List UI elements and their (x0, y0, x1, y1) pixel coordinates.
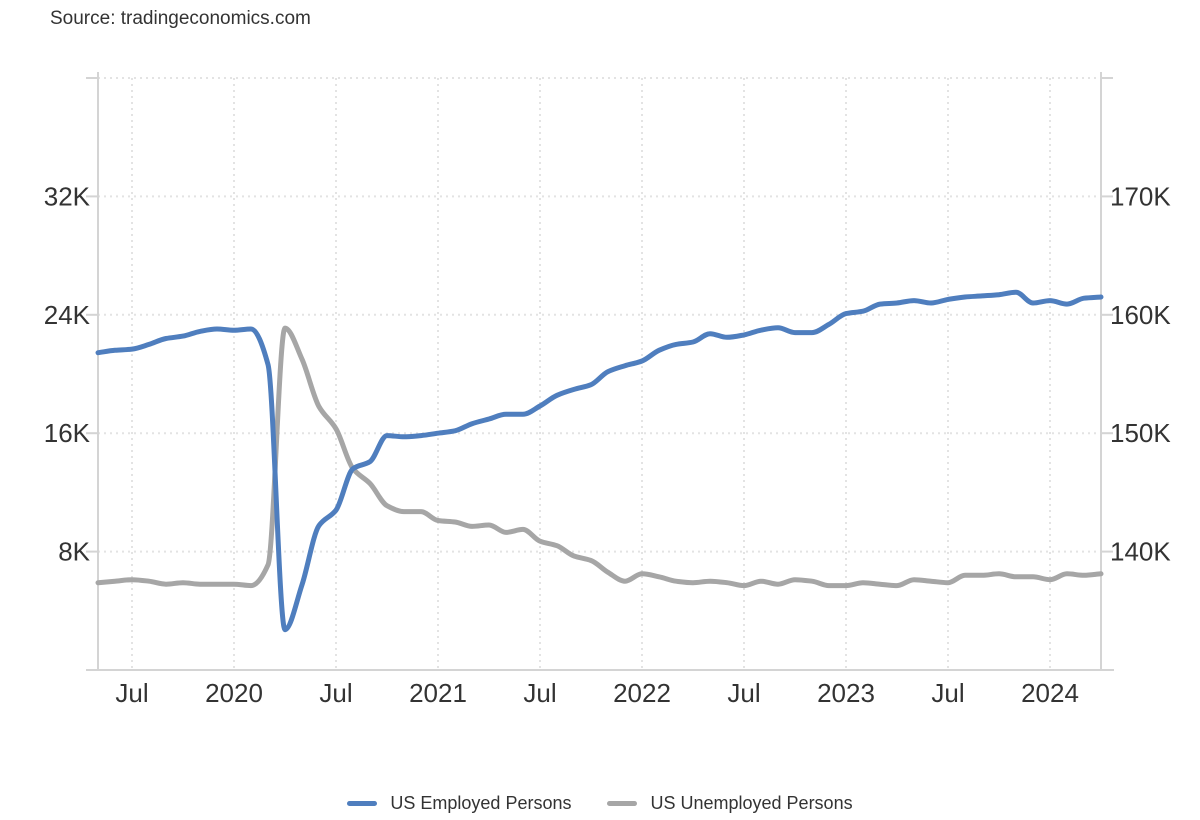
legend-label-employed: US Employed Persons (390, 792, 572, 813)
x-axis-tick-label: 2021 (409, 678, 467, 708)
y-axis-right-tick-label: 140K (1110, 537, 1171, 567)
source-label: Source: tradingeconomics.com (50, 8, 311, 29)
x-axis-tick-label: Jul (523, 678, 556, 708)
x-axis-tick-label: 2024 (1021, 678, 1079, 708)
employed-series-line[interactable] (95, 289, 1104, 633)
unemployed-line-swatch-icon (607, 800, 638, 806)
x-axis-tick-label: 2023 (817, 678, 875, 708)
y-axis-left-tick-label: 24K (44, 300, 91, 330)
legend-item-employed[interactable]: US Employed Persons (347, 793, 571, 814)
legend: US Employed Persons US Unemployed Person… (0, 789, 1200, 817)
x-axis-tick-label: Jul (727, 678, 760, 708)
legend-label-unemployed: US Unemployed Persons (650, 792, 853, 813)
unemployed-series-line[interactable] (95, 325, 1104, 589)
legend-item-unemployed[interactable]: US Unemployed Persons (607, 792, 853, 814)
x-axis-tick-label: Jul (115, 678, 148, 708)
y-axis-left-tick-label: 32K (44, 181, 91, 211)
line-chart-plot-area[interactable]: 8K 16K 24K 32K 140K 150K 160K 170K Jul 2020 Jul 202… (0, 0, 1200, 770)
y-axis-left-tick-label: 8K (58, 537, 90, 567)
x-axis-tick-label: 2020 (205, 678, 263, 708)
y-axis-right-tick-label: 160K (1110, 300, 1171, 330)
x-axis-tick-label: Jul (319, 678, 352, 708)
x-axis-tick-label: Jul (931, 678, 964, 708)
y-axis-right-tick-label: 170K (1110, 181, 1171, 211)
employed-line-swatch-icon (347, 800, 378, 806)
y-axis-left-tick-label: 16K (44, 418, 91, 448)
y-axis-right-tick-label: 150K (1110, 418, 1171, 448)
x-axis-tick-label: 2022 (613, 678, 671, 708)
